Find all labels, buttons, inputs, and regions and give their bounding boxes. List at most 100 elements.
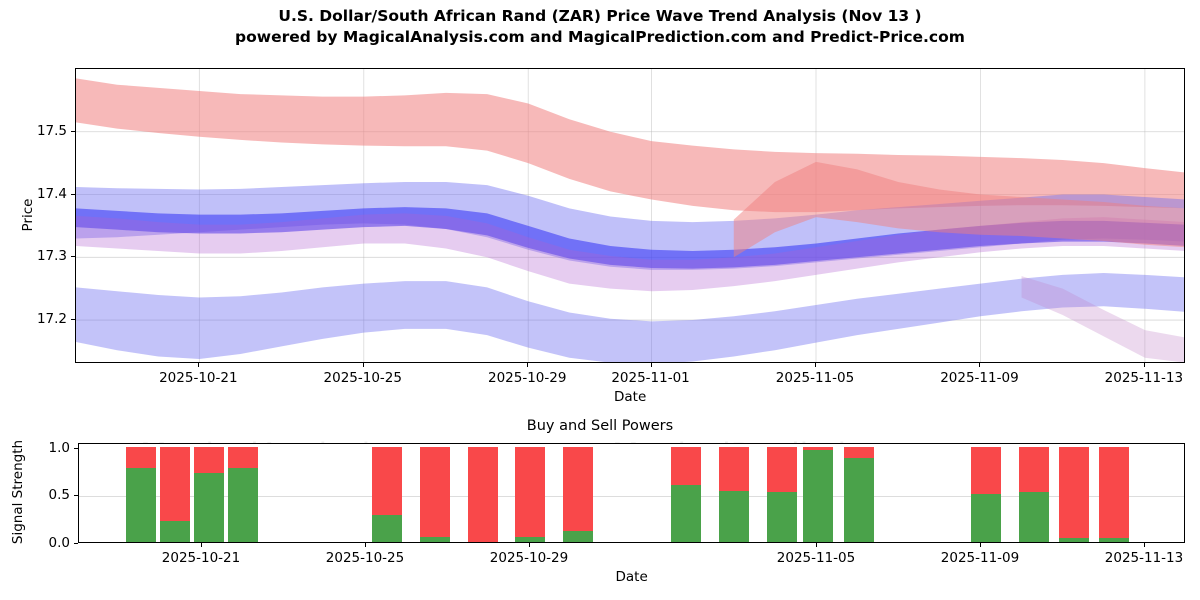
date-x-tick-mark-upper — [1143, 363, 1145, 367]
date-x-tick-mark-lower — [201, 543, 202, 547]
price-axis-title: Price — [20, 198, 36, 231]
sell-power-segment — [372, 446, 402, 516]
sell-power-segment — [971, 446, 1001, 495]
signal-y-tick-label: 0.5 — [48, 487, 70, 504]
sell-power-segment — [563, 446, 593, 531]
sell-power-segment — [420, 446, 450, 538]
wave-band — [76, 213, 1184, 292]
signal-bar[interactable] — [671, 446, 701, 542]
signal-bar[interactable] — [971, 446, 1001, 542]
signal-bar[interactable] — [468, 446, 498, 542]
signal-bar[interactable] — [372, 446, 402, 542]
signal-bar[interactable] — [420, 446, 450, 542]
date-x-tick-mark-upper — [650, 363, 652, 367]
buy-power-segment — [228, 467, 258, 542]
signal-y-tick-mark — [74, 543, 78, 544]
signal-bar[interactable] — [719, 446, 749, 542]
sell-power-segment — [719, 446, 749, 491]
buy-power-segment — [1059, 538, 1089, 542]
wave-band — [1021, 276, 1184, 362]
sell-power-segment — [160, 446, 190, 522]
wave-band — [76, 272, 1184, 362]
date-x-tick-mark-upper — [198, 363, 200, 367]
price-wave-plot-area — [75, 68, 1185, 363]
buy-sell-plot-area — [78, 443, 1185, 543]
signal-bar[interactable] — [126, 446, 156, 542]
price-y-tick-label: 17.3 — [36, 248, 67, 265]
date-x-tick-label-upper: 2025-11-05 — [775, 370, 855, 386]
sell-power-segment — [468, 446, 498, 542]
sell-power-segment — [767, 446, 797, 492]
buy-power-segment — [719, 490, 749, 542]
title-line-2: powered by MagicalAnalysis.com and Magic… — [235, 28, 965, 46]
date-x-tick-label-upper: 2025-10-21 — [159, 370, 238, 386]
price-y-tick-mark — [71, 130, 75, 132]
buy-power-segment — [160, 521, 190, 542]
date-x-tick-label-lower: 2025-10-25 — [325, 550, 405, 566]
date-x-tick-mark-lower — [1144, 543, 1145, 547]
signal-bar[interactable] — [767, 446, 797, 542]
signal-bar[interactable] — [515, 446, 545, 542]
buy-power-segment — [515, 537, 545, 542]
date-x-tick-mark-lower — [816, 543, 817, 547]
date-x-tick-mark-lower — [529, 543, 530, 547]
price-y-tick-label: 17.4 — [36, 185, 67, 202]
date-x-tick-label-upper: 2025-11-01 — [611, 370, 690, 386]
signal-bar[interactable] — [1099, 446, 1129, 542]
date-x-tick-label-upper: 2025-11-13 — [1104, 370, 1184, 386]
buy-power-segment — [1019, 491, 1049, 542]
signal-bar[interactable] — [1019, 446, 1049, 542]
signal-bar[interactable] — [1059, 446, 1089, 542]
signal-y-tick-mark — [74, 447, 78, 449]
wave-band — [733, 161, 1184, 258]
signal-y-tick-label: 1.0 — [48, 439, 70, 456]
sell-power-segment — [1059, 446, 1089, 539]
date-x-tick-label-lower: 2025-10-21 — [161, 550, 241, 566]
sell-power-segment — [228, 446, 258, 468]
signal-y-tick-mark — [74, 495, 78, 497]
price-y-tick-mark — [71, 193, 75, 195]
date-x-tick-mark-lower — [980, 543, 981, 547]
buy-power-segment — [126, 467, 156, 542]
signal-strength-axis-title: Signal Strength — [10, 439, 26, 545]
sell-power-segment — [671, 446, 701, 485]
price-y-tick-label: 17.5 — [36, 122, 67, 139]
signal-bar[interactable] — [563, 446, 593, 542]
sell-power-segment — [515, 446, 545, 538]
signal-y-tick-label: 0.0 — [48, 535, 70, 551]
sell-power-segment — [1099, 446, 1129, 539]
buy-power-segment — [194, 473, 224, 542]
date-x-tick-label-upper: 2025-11-09 — [940, 370, 1019, 386]
date-x-tick-mark-upper — [979, 363, 981, 367]
signal-bar[interactable] — [844, 446, 874, 542]
date-x-tick-mark-upper — [362, 363, 364, 367]
signal-bar[interactable] — [194, 446, 224, 542]
signal-bar[interactable] — [160, 446, 190, 542]
signal-bar[interactable] — [803, 446, 833, 542]
gridline-horizontal — [79, 496, 1184, 498]
date-x-tick-label-upper: 2025-10-25 — [323, 370, 402, 386]
wave-band — [76, 78, 1184, 213]
buy-power-segment — [844, 458, 874, 542]
title-line-1: U.S. Dollar/South African Rand (ZAR) Pri… — [278, 7, 922, 25]
wave-band — [76, 207, 1184, 269]
buy-power-segment — [563, 530, 593, 542]
price-y-tick-label: 17.2 — [36, 311, 67, 328]
date-x-tick-label-upper: 2025-10-29 — [487, 370, 567, 386]
buy-power-segment — [803, 449, 833, 542]
buy-power-segment — [420, 537, 450, 542]
date-axis-title-upper: Date — [614, 389, 647, 405]
page-title: U.S. Dollar/South African Rand (ZAR) Pri… — [0, 6, 1200, 48]
signal-bar[interactable] — [228, 446, 258, 542]
date-x-tick-label-lower: 2025-11-09 — [940, 550, 1020, 566]
buy-power-segment — [971, 494, 1001, 542]
buy-sell-title: Buy and Sell Powers — [526, 418, 674, 434]
date-x-tick-mark-upper — [815, 363, 816, 367]
sell-power-segment — [126, 446, 156, 468]
buy-power-segment — [671, 484, 701, 542]
date-x-tick-mark-upper — [527, 363, 529, 367]
date-x-tick-mark-lower — [365, 543, 366, 547]
buy-power-segment — [767, 491, 797, 542]
price-y-tick-mark — [71, 256, 75, 258]
